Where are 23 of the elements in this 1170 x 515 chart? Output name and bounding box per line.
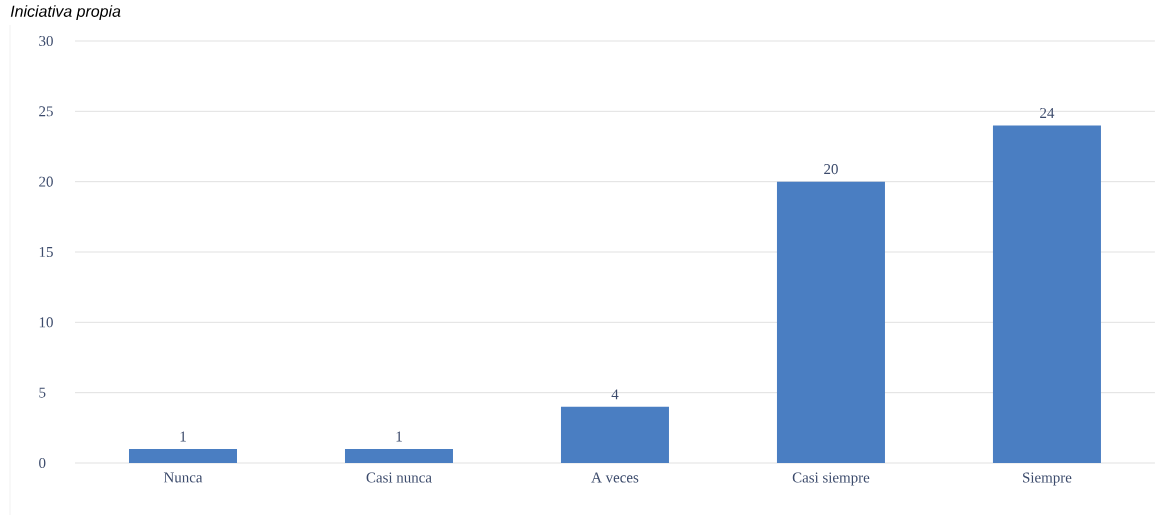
bar xyxy=(992,125,1101,463)
x-tick-label: Casi nunca xyxy=(366,472,432,483)
y-tick-label: 20 xyxy=(39,176,53,187)
data-label: 20 xyxy=(824,164,838,175)
data-label: 1 xyxy=(180,431,186,442)
bar xyxy=(129,448,237,463)
y-tick-label: 10 xyxy=(39,317,53,328)
data-label: 1 xyxy=(396,431,402,442)
bar xyxy=(776,181,885,463)
bar xyxy=(560,406,669,463)
data-label: 24 xyxy=(1040,107,1055,118)
data-label: 4 xyxy=(611,389,619,400)
y-tick-label: 5 xyxy=(39,387,46,398)
x-tick-label: Siempre xyxy=(1023,472,1072,486)
bar xyxy=(344,448,453,463)
x-tick-label: Nunca xyxy=(163,472,203,483)
y-tick-label: 25 xyxy=(39,106,53,117)
chart-title: Iniciativa propia xyxy=(10,5,121,21)
x-tick-label: A veces xyxy=(591,472,639,483)
y-tick-label: 30 xyxy=(39,35,53,47)
x-tick-label: Casi siempre xyxy=(792,472,870,486)
y-tick-label: 15 xyxy=(39,247,53,257)
y-tick-label: 0 xyxy=(39,457,46,469)
